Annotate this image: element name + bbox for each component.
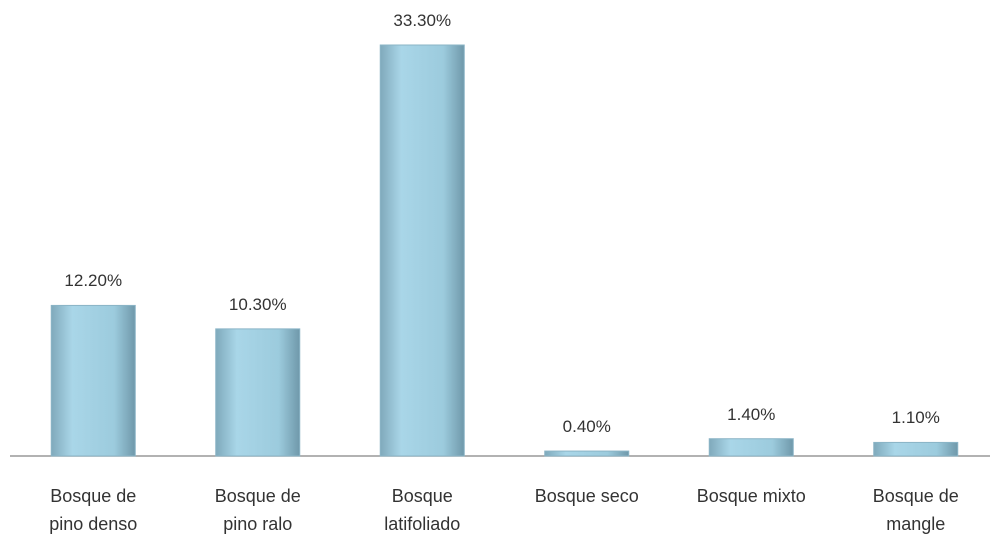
value-label: 33.30% (393, 11, 452, 30)
bar (544, 450, 630, 457)
bar (215, 328, 301, 457)
x-tick-label: Bosque seco (534, 486, 639, 506)
value-label: 1.40% (727, 404, 776, 424)
x-tick-label: Bosque de pino ralo (214, 486, 301, 534)
x-tick-label: Bosque de pino denso (49, 486, 138, 534)
bar (379, 44, 465, 457)
bar (708, 438, 794, 457)
x-tick-label: Bosque de mangle (872, 486, 959, 534)
value-label: 0.40% (562, 417, 611, 437)
bar (873, 441, 959, 457)
value-label: 12.20% (64, 271, 123, 291)
bar (50, 304, 136, 457)
value-label: 10.30% (228, 294, 287, 314)
value-label: 1.10% (891, 408, 940, 428)
x-tick-label: Bosque latifoliado (384, 486, 461, 534)
x-tick-label: Bosque mixto (696, 486, 806, 506)
